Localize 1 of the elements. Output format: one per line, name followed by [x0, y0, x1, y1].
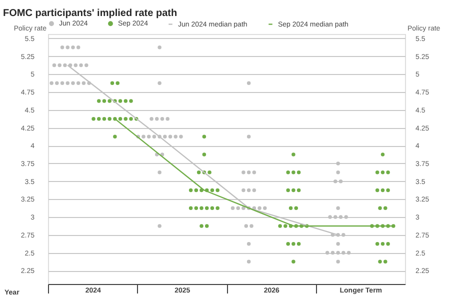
chart-title: FOMC participants' implied rate path	[3, 8, 178, 19]
